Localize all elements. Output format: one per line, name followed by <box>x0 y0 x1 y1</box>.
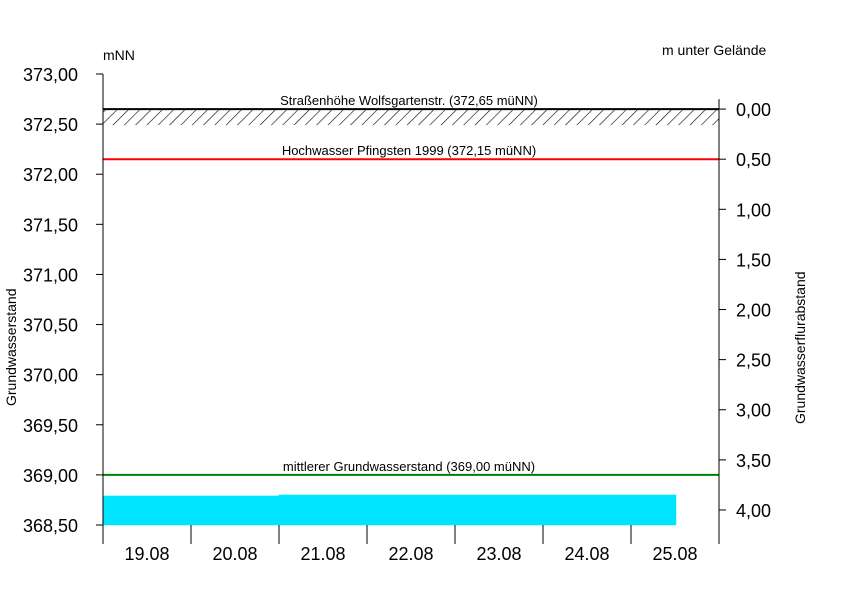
x-tick-label-25.08: 25.08 <box>652 544 697 564</box>
bar-24.08 <box>542 494 632 526</box>
x-tick-label-23.08: 23.08 <box>476 544 521 564</box>
left-axis-unit: mNN <box>103 47 135 63</box>
bar-25.08 <box>630 494 677 526</box>
reference-line-label-2: mittlerer Grundwasserstand (369,00 müNN) <box>283 459 535 474</box>
x-tick-label-24.08: 24.08 <box>564 544 609 564</box>
right-axis-unit: m unter Gelände <box>662 42 767 58</box>
right-tick-label: 1,50 <box>736 250 771 270</box>
street-level-hatch <box>103 109 719 126</box>
right-tick-label: 1,00 <box>736 200 771 220</box>
left-tick-label: 369,50 <box>23 416 78 436</box>
left-tick-label: 371,50 <box>23 215 78 235</box>
x-tick-label-21.08: 21.08 <box>300 544 345 564</box>
axes-layer: 373,00 372,50 372,00 371,50 371,00 370,50 370,… <box>23 65 771 564</box>
right-tick-label: 2,00 <box>736 301 771 321</box>
right-tick-label: 0,00 <box>736 100 771 120</box>
reference-line-label-0: Straßenhöhe Wolfsgartenstr. (372,65 müNN… <box>280 93 538 108</box>
x-tick-label-22.08: 22.08 <box>388 544 433 564</box>
reference-line-label-1: Hochwasser Pfingsten 1999 (372,15 müNN) <box>282 143 536 158</box>
right-tick-label: 2,50 <box>736 351 771 371</box>
left-tick-label: 373,00 <box>23 65 78 85</box>
left-tick-label: 368,50 <box>23 516 78 536</box>
right-tick-label: 3,50 <box>736 451 771 471</box>
left-tick-label: 370,00 <box>23 366 78 386</box>
bar-23.08 <box>454 494 544 526</box>
left-tick-label: 369,00 <box>23 466 78 486</box>
bar-20.08 <box>190 495 280 526</box>
left-tick-label: 370,50 <box>23 316 78 336</box>
left-tick-label: 372,00 <box>23 165 78 185</box>
left-tick-label: 371,00 <box>23 265 78 285</box>
left-tick-label: 372,50 <box>23 115 78 135</box>
x-tick-label-20.08: 20.08 <box>212 544 257 564</box>
bar-21.08 <box>278 494 368 526</box>
right-tick-label: 4,00 <box>736 501 771 521</box>
reference-lines-layer: Straßenhöhe Wolfsgartenstr. (372,65 müNN… <box>103 93 719 476</box>
bar-22.08 <box>366 494 456 526</box>
bars-layer <box>102 494 677 526</box>
x-tick-label-19.08: 19.08 <box>124 544 169 564</box>
right-tick-label: 0,50 <box>736 150 771 170</box>
bar-19.08 <box>102 495 192 526</box>
right-tick-label: 3,00 <box>736 401 771 421</box>
